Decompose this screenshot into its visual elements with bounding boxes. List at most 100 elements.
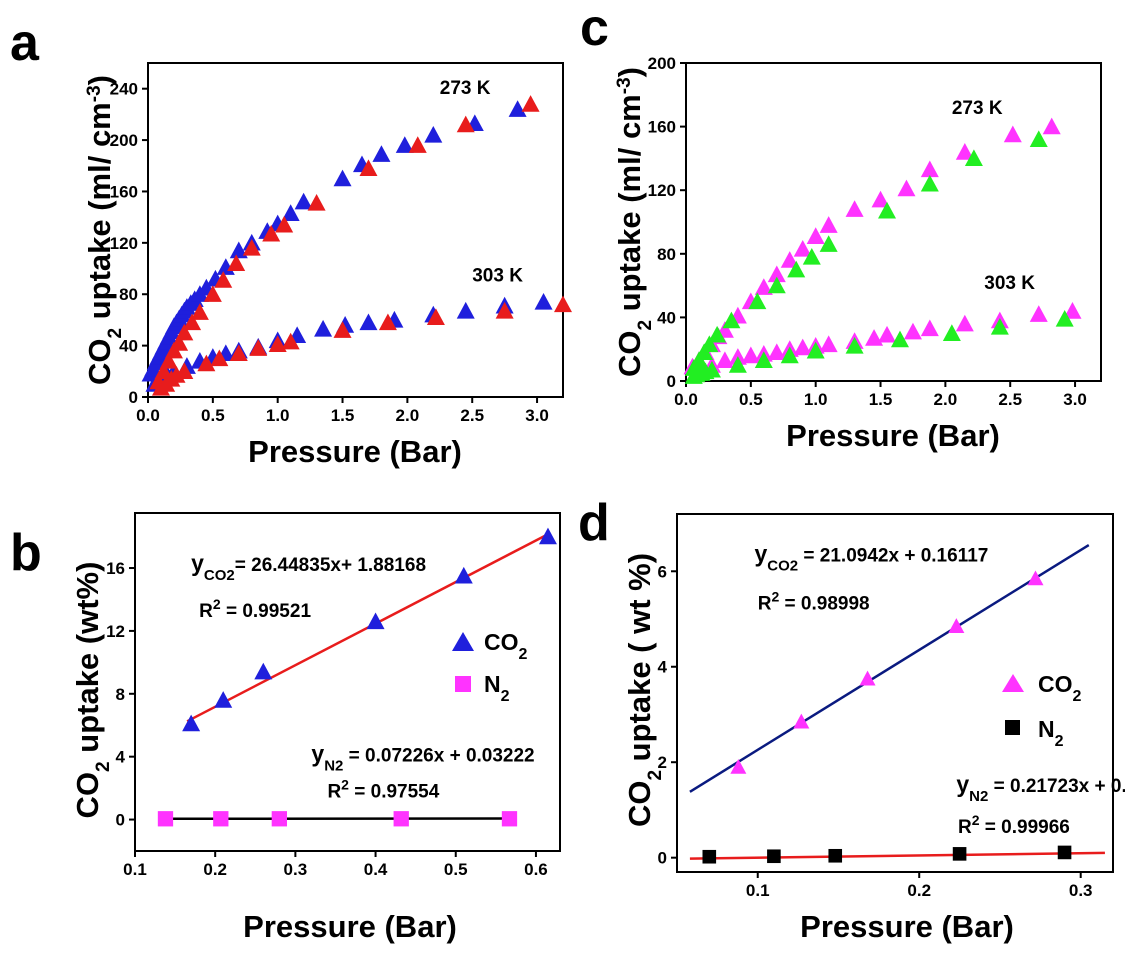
data-point-triangle — [175, 362, 194, 379]
data-point-square — [393, 811, 409, 827]
data-point-triangle — [372, 145, 391, 162]
data-point-triangle — [793, 240, 812, 257]
x-tick-label: 0.0 — [674, 390, 698, 409]
y-tick-label: 0 — [667, 372, 676, 391]
annotation: yCO2 = 21.0942x + 0.16117 — [755, 541, 989, 575]
data-point-triangle — [395, 136, 414, 153]
y-tick-label: 120 — [648, 181, 676, 200]
data-point-triangle — [378, 313, 397, 331]
panel-b-y-axis-label: CO2 uptake (wt%) — [70, 562, 114, 819]
legend-co2-marker-b — [452, 632, 474, 651]
x-tick-label: 2.5 — [998, 390, 1022, 409]
data-point-triangle — [708, 325, 727, 343]
data-point-triangle — [845, 337, 864, 354]
x-tick-label: 1.0 — [266, 406, 290, 425]
data-point-triangle — [495, 301, 514, 319]
panel-letter-b: b — [10, 524, 42, 582]
data-point-triangle — [456, 301, 475, 319]
y-tick-label: 4 — [658, 658, 668, 677]
data-point-triangle — [1027, 570, 1044, 586]
legend-co2-label-d: CO2 — [1038, 671, 1082, 705]
y-tick-label: 0 — [658, 849, 667, 868]
panel-a-x-axis-label: Pressure (Bar) — [248, 434, 462, 469]
annotation: yCO2= 26.44835x+ 1.88168 — [191, 550, 426, 584]
x-tick-label: 0.2 — [907, 881, 931, 900]
data-point-triangle — [955, 314, 974, 332]
y-tick-label: 80 — [119, 285, 138, 304]
data-point-triangle — [170, 334, 189, 351]
y-tick-label: 40 — [657, 308, 676, 327]
panel-b-frame — [134, 512, 561, 852]
data-point-triangle — [197, 354, 216, 372]
x-tick-label: 1.0 — [804, 390, 828, 409]
data-point-triangle — [333, 321, 352, 338]
data-point-triangle — [408, 136, 427, 153]
y-tick-label: 200 — [648, 54, 676, 73]
data-point-triangle — [1003, 125, 1022, 143]
data-point-triangle — [890, 330, 909, 348]
panel-d-legend: CO2 N2 — [1002, 671, 1082, 750]
y-tick-label: 2 — [658, 753, 667, 772]
panel-a-frame — [147, 62, 564, 398]
panel-d: d 0.1 0.2 0.3 0 2 4 6 yCO2 = 21.0942x + 0.1611… — [578, 494, 1125, 944]
annotation: 303 K — [984, 273, 1035, 294]
data-point-triangle — [897, 179, 916, 197]
data-point-triangle — [920, 319, 939, 337]
data-point-triangle — [845, 200, 864, 217]
data-point-triangle — [700, 335, 719, 353]
x-tick-label: 3.0 — [525, 406, 549, 425]
annotation: R2 = 0.99521 — [199, 596, 311, 622]
annotation: yN2 = 0.07226x + 0.03222 — [311, 740, 534, 774]
data-point-square — [1057, 845, 1072, 860]
data-point-triangle — [806, 227, 825, 244]
data-point-triangle — [730, 758, 747, 774]
annotation: R2 = 0.98998 — [758, 588, 870, 614]
data-point-triangle — [281, 204, 300, 221]
annotation: 303 K — [472, 265, 523, 286]
legend-n2-marker-d — [1005, 720, 1020, 735]
panel-b-x-axis-label: Pressure (Bar) — [243, 909, 457, 944]
data-point-triangle — [294, 192, 313, 210]
x-tick-label: 0.0 — [136, 406, 160, 425]
annotation: 273 K — [440, 78, 491, 99]
data-point-triangle — [1029, 130, 1048, 147]
data-point-triangle — [806, 341, 825, 359]
data-point-triangle — [183, 313, 202, 331]
x-tick-label: 3.0 — [1063, 390, 1087, 409]
data-point-triangle — [333, 169, 352, 187]
x-tick-label: 2.0 — [396, 406, 420, 425]
data-point-triangle — [715, 351, 734, 368]
data-point-triangle — [819, 335, 838, 353]
data-point-triangle — [741, 346, 760, 364]
data-point-triangle — [964, 149, 983, 167]
panel-a-y-axis-label: CO2 uptake (ml/ cm-3) — [82, 75, 126, 385]
data-point-triangle — [728, 356, 747, 373]
x-tick-label: 0.1 — [123, 860, 147, 879]
data-point-triangle — [920, 174, 939, 192]
data-point-triangle — [454, 566, 473, 584]
y-tick-label: 120 — [110, 234, 138, 253]
data-point-triangle — [190, 303, 209, 320]
data-point-square — [702, 849, 717, 864]
data-point-triangle — [214, 271, 233, 288]
y-tick-label: 240 — [110, 80, 138, 99]
legend-n2-label-b: N2 — [484, 671, 510, 705]
panel-d-y-axis-label: CO2 uptake ( wt %) — [622, 553, 666, 827]
data-point-triangle — [793, 338, 812, 356]
data-point-triangle — [767, 265, 786, 283]
x-tick-label: 0.5 — [201, 406, 225, 425]
data-point-triangle — [262, 224, 281, 242]
x-tick-label: 1.5 — [331, 406, 355, 425]
data-point-triangle — [359, 313, 378, 331]
data-point-triangle — [754, 351, 773, 368]
data-point-triangle — [1055, 309, 1074, 327]
data-point-triangle — [307, 194, 326, 211]
data-point-triangle — [182, 714, 201, 732]
data-point-triangle — [859, 670, 876, 686]
data-point-square — [952, 847, 967, 861]
data-point-triangle — [865, 329, 884, 346]
data-point-triangle — [521, 95, 540, 112]
y-tick-label: 0 — [116, 811, 125, 830]
data-point-triangle — [275, 215, 294, 233]
